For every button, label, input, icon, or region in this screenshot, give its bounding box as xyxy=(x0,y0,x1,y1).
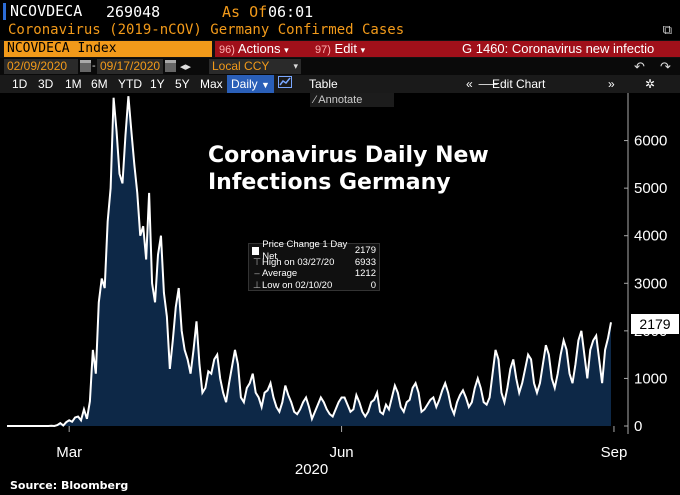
currency-dropdown-icon: ▾ xyxy=(293,61,298,71)
date-range-bar: 02/09/2020 - 09/17/2020 ◂▸ Local CCY ▾ ↶… xyxy=(0,58,680,75)
annotate-button[interactable]: ⁄ Annotate xyxy=(310,93,394,107)
period-5y[interactable]: 5Y xyxy=(175,77,190,91)
period-1d[interactable]: 1D xyxy=(12,77,28,91)
average-marker-icon: – xyxy=(254,268,260,279)
header-bar: NCOVDECA 269048 As Of 06:01 xyxy=(0,0,680,22)
frequency-select[interactable]: Daily ▼ xyxy=(227,75,274,93)
edit-menu-button[interactable]: 97) Edit ▾ xyxy=(315,41,365,57)
legend-title-value: 2179 xyxy=(354,245,376,256)
series-area-fill xyxy=(7,96,611,426)
x-axis-ticks: Mar Jun Sep 2020 xyxy=(56,426,627,478)
settings-gear-icon[interactable]: ✲ xyxy=(645,77,656,91)
range-stepper-icon[interactable]: ◂▸ xyxy=(180,61,192,73)
line-chart-icon[interactable] xyxy=(278,75,292,93)
y-tick-label: 1000 xyxy=(634,370,667,387)
table-button[interactable]: Table xyxy=(309,77,338,91)
actions-menu-label: Actions xyxy=(237,41,281,56)
source-footnote: Source: Bloomberg xyxy=(10,479,129,492)
last-value-label: 2179 xyxy=(631,314,679,334)
series-swatch xyxy=(252,246,260,255)
y-tick-label: 5000 xyxy=(634,180,667,197)
edit-menu-label: Edit xyxy=(334,41,357,56)
period-ytd[interactable]: YTD xyxy=(118,77,142,91)
actions-menu-number: 96) xyxy=(219,44,235,56)
as-of-time: 06:01 xyxy=(268,3,314,21)
red-menu-bar xyxy=(215,41,680,57)
y-tick-label: 3000 xyxy=(634,275,667,292)
edit-dropdown-icon: ▾ xyxy=(360,45,366,55)
legend-title: Price Change 1 Day Net xyxy=(262,239,348,262)
period-1y[interactable]: 1Y xyxy=(150,77,165,91)
frequency-value: Daily xyxy=(231,77,258,91)
low-value: 0 xyxy=(370,279,376,291)
start-date-field[interactable]: 02/09/2020 xyxy=(4,59,78,74)
chart-title: Coronavirus Daily New Infections Germany xyxy=(208,142,508,196)
range-separator-icon: - xyxy=(92,60,96,72)
average-value: 1212 xyxy=(354,268,376,279)
chart-toolbar: 1D 3D 1M 6M YTD 1Y 5Y Max Daily ▼ Table … xyxy=(0,75,680,93)
undo-icon[interactable]: ↶ xyxy=(634,59,645,74)
y-tick-label: 0 xyxy=(634,418,642,435)
period-1m[interactable]: 1M xyxy=(65,77,82,91)
chart-title-text: Coronavirus Daily New Infections Germany xyxy=(208,143,489,195)
annotate-label: Annotate xyxy=(318,94,363,106)
collapse-left-icon[interactable]: « xyxy=(466,77,473,91)
x-tick-label: Mar xyxy=(56,444,82,461)
end-calendar-icon[interactable] xyxy=(165,60,176,72)
index-name-field[interactable]: NCOVDECA Index xyxy=(4,41,212,57)
highlights-legend[interactable]: Price Change 1 Day Net 2179 ⊤ High on 03/2… xyxy=(248,239,380,291)
as-of-label: As Of xyxy=(222,3,268,21)
high-marker-icon: ⊤ xyxy=(252,256,262,268)
period-3d[interactable]: 3D xyxy=(38,77,54,91)
function-title: G 1460: Coronavirus new infectio xyxy=(462,41,655,56)
popout-icon[interactable]: ⧉ xyxy=(662,23,672,38)
end-date-field[interactable]: 09/17/2020 xyxy=(97,59,163,74)
low-label: Low on 02/10/20 xyxy=(262,279,333,291)
period-6m[interactable]: 6M xyxy=(91,77,108,91)
series-line xyxy=(7,96,612,428)
y-axis-ticks: 0100020003000400050006000 xyxy=(624,133,667,435)
actions-menu-button[interactable]: 96) Actions ▾ xyxy=(219,41,289,57)
x-tick-label: Sep xyxy=(601,444,628,461)
x-year-label: 2020 xyxy=(295,461,328,478)
y-tick-label: 4000 xyxy=(634,228,667,245)
currency-value: Local CCY xyxy=(212,59,270,73)
security-description: Coronavirus (2019-nCOV) Germany Confirme… xyxy=(8,22,405,38)
y-tick-label: 6000 xyxy=(634,133,667,150)
collapse-right-icon[interactable]: » xyxy=(608,77,615,91)
security-description-bar: Coronavirus (2019-nCOV) Germany Confirme… xyxy=(0,22,680,40)
low-marker-icon: ⊥ xyxy=(252,279,262,291)
edit-menu-number: 97) xyxy=(315,44,331,56)
x-tick-label: Jun xyxy=(329,444,353,461)
high-value: 6933 xyxy=(354,256,376,268)
frequency-dropdown-icon: ▼ xyxy=(261,80,270,90)
edit-chart-icon[interactable]: ⸺ xyxy=(478,77,499,91)
edit-chart-button[interactable]: Edit Chart xyxy=(492,77,546,91)
ticker-symbol[interactable]: NCOVDECA xyxy=(3,3,82,20)
high-label: High on 03/27/20 xyxy=(262,256,335,268)
start-calendar-icon[interactable] xyxy=(80,60,91,72)
currency-select[interactable]: Local CCY ▾ xyxy=(209,59,301,74)
annotate-pencil-icon: ⁄ xyxy=(314,94,316,106)
redo-icon[interactable]: ↷ xyxy=(660,59,671,74)
menu-bar: NCOVDECA Index 96) Actions ▾ 97) Edit ▾ … xyxy=(0,40,680,58)
average-label: Average xyxy=(262,268,298,279)
last-value: 269048 xyxy=(106,3,161,21)
period-max[interactable]: Max xyxy=(200,77,223,91)
actions-dropdown-icon: ▾ xyxy=(284,45,289,55)
